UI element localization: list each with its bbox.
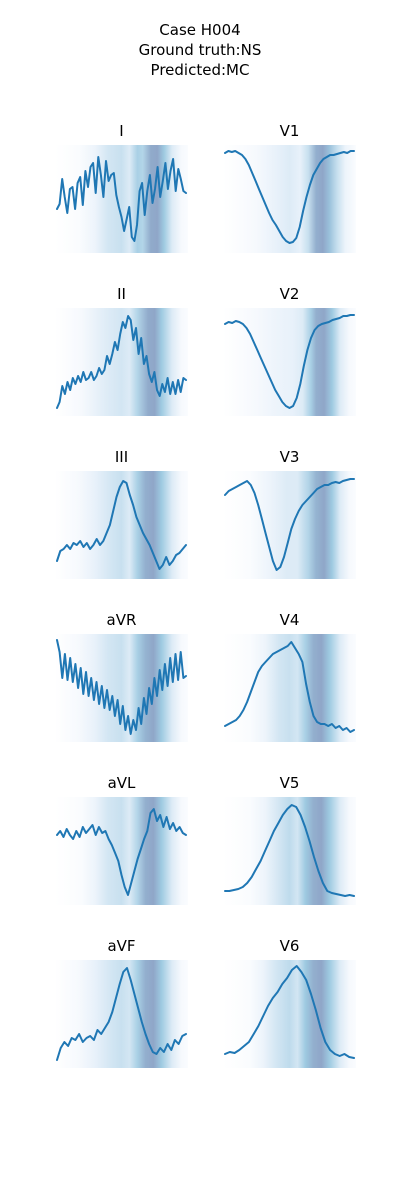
lead-panel-v6: V6 (223, 937, 356, 1068)
lead-panel-v3: V3 (223, 448, 356, 579)
lead-title: V1 (280, 122, 300, 140)
figure-title: Case H004 Ground truth:NS Predicted:MC (0, 20, 400, 80)
attention-heatmap (55, 634, 188, 742)
lead-panel-v1: V1 (223, 122, 356, 253)
ecg-trace (224, 641, 355, 733)
lead-title: V3 (280, 448, 300, 466)
attention-heatmap (55, 797, 188, 905)
ecg-trace (224, 478, 355, 571)
ecg-trace (56, 639, 187, 735)
lead-panel-avr: aVR (55, 611, 188, 742)
lead-panel-ii: II (55, 285, 188, 416)
lead-title: V4 (280, 611, 300, 629)
ecg-trace (224, 965, 355, 1059)
ecg-trace (224, 150, 355, 244)
attention-heatmap (55, 145, 188, 253)
attention-heatmap (223, 471, 356, 579)
ecg-trace (224, 804, 355, 897)
lead-title: aVR (107, 611, 137, 629)
ecg-trace (56, 808, 187, 896)
lead-panel-v2: V2 (223, 285, 356, 416)
lead-title: aVF (107, 937, 135, 955)
attention-heatmap (223, 145, 356, 253)
ecg-trace (56, 315, 187, 409)
lead-panel-iii: III (55, 448, 188, 579)
lead-title: II (117, 285, 126, 303)
lead-panel-v5: V5 (223, 774, 356, 905)
lead-title: V5 (280, 774, 300, 792)
lead-title: V6 (280, 937, 300, 955)
ecg-trace (224, 314, 355, 409)
attention-heatmap (55, 471, 188, 579)
ecg-trace (56, 156, 187, 242)
lead-title: III (115, 448, 128, 466)
lead-panel-avl: aVL (55, 774, 188, 905)
lead-title: I (119, 122, 123, 140)
ecg-trace (56, 967, 187, 1061)
attention-heatmap (223, 634, 356, 742)
attention-heatmap (223, 960, 356, 1068)
predicted-label: Predicted:MC (150, 61, 250, 79)
lead-title: V2 (280, 285, 300, 303)
lead-panel-v4: V4 (223, 611, 356, 742)
ground-truth-label: Ground truth:NS (138, 41, 262, 59)
lead-title: aVL (108, 774, 136, 792)
lead-panel-avf: aVF (55, 937, 188, 1068)
attention-heatmap (223, 797, 356, 905)
case-label: Case H004 (159, 21, 241, 39)
lead-panel-i: I (55, 122, 188, 253)
ecg-trace (56, 480, 187, 570)
